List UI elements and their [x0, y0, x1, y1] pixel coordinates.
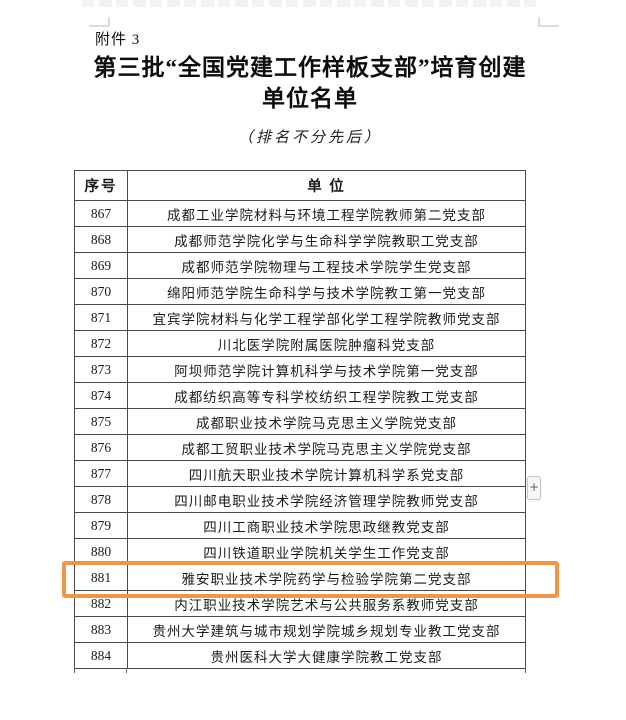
row-unit-cell: 雅安职业技术学院药学与检验学院第二党支部: [127, 564, 526, 591]
row-number-cell: 877: [74, 460, 128, 487]
row-unit-cell: 贵州大学建筑与城市规划学院城乡规划专业教工党支部: [127, 616, 526, 643]
row-unit-cell: 四川铁道职业学院机关学生工作党支部: [127, 538, 526, 565]
row-number-cell: 869: [74, 252, 128, 279]
table-row: 868 成都师范学院化学与生命科学学院教职工党支部: [74, 226, 526, 253]
unit-table-head: 序号 单 位: [74, 170, 526, 201]
table-row: 883 贵州大学建筑与城市规划学院城乡规划专业教工党支部: [74, 616, 526, 643]
table-row: 869 成都师范学院物理与工程技术学院学生党支部: [74, 252, 526, 279]
table-row: 871 宜宾学院材料与化学工程学部化学工程学院教师党支部: [74, 304, 526, 331]
row-number-cell: 876: [74, 434, 128, 461]
table-row: 873 阿坝师范学院计算机科学与技术学院第一党支部: [74, 356, 526, 383]
row-unit-cell: 川北医学院附属医院肿瘤科党支部: [127, 330, 526, 357]
row-number-cell: 871: [74, 304, 128, 331]
row-unit-cell: 成都工贸职业技术学院马克思主义学院党支部: [127, 434, 526, 461]
row-unit-cell: 宜宾学院材料与化学工程学部化学工程学院教师党支部: [127, 304, 526, 331]
table-row: 879 四川工商职业技术学院思政继教党支部: [74, 512, 526, 539]
title-line-2: 单位名单: [262, 86, 358, 111]
header-cell-no: 序号: [74, 170, 128, 201]
table-row: 874 成都纺织高等专科学校纺织工程学院教工党支部: [74, 382, 526, 409]
header-cell-unit: 单 位: [127, 170, 526, 201]
attachment-label: 附件 3: [95, 32, 141, 48]
row-unit-cell: 贵州医科大学大健康学院教工党支部: [127, 642, 526, 669]
row-number-cell: 880: [74, 538, 128, 565]
unit-table-body: 867 成都工业学院材料与环境工程学院教师第二党支部 868 成都师范学院化学与生命科…: [74, 200, 526, 669]
table-row: 876 成都工贸职业技术学院马克思主义学院党支部: [74, 434, 526, 461]
row-number-cell: 884: [74, 642, 128, 669]
table-row: 878 四川邮电职业技术学院经济管理学院教师党支部: [74, 486, 526, 513]
row-number-cell: 870: [74, 278, 128, 305]
row-unit-cell: 成都师范学院化学与生命科学学院教职工党支部: [127, 226, 526, 253]
row-number-cell: 875: [74, 408, 128, 435]
row-unit-cell: 四川工商职业技术学院思政继教党支部: [127, 512, 526, 539]
row-unit-cell: 四川邮电职业技术学院经济管理学院教师党支部: [127, 486, 526, 513]
table-row: 881 雅安职业技术学院药学与检验学院第二党支部: [74, 564, 526, 591]
table-row: 880 四川铁道职业学院机关学生工作党支部: [74, 538, 526, 565]
table-row: 875 成都职业技术学院马克思主义学院党支部: [74, 408, 526, 435]
row-number-cell: 882: [74, 590, 128, 617]
row-number-cell: 872: [74, 330, 128, 357]
row-number-cell: 883: [74, 616, 128, 643]
table-row: 870 绵阳师范学院生命科学与技术学院教工第一党支部: [74, 278, 526, 305]
row-unit-cell: 内江职业技术学院艺术与公共服务系教师党支部: [127, 590, 526, 617]
row-number-cell: 868: [74, 226, 128, 253]
row-unit-cell: 成都师范学院物理与工程技术学院学生党支部: [127, 252, 526, 279]
row-number-cell: 873: [74, 356, 128, 383]
document-title: 第三批“全国党建工作样板支部”培育创建 单位名单: [40, 52, 580, 114]
title-line-1: 第三批“全国党建工作样板支部”培育创建: [93, 55, 527, 80]
row-unit-cell: 成都工业学院材料与环境工程学院教师第二党支部: [127, 200, 526, 227]
table-row: 867 成都工业学院材料与环境工程学院教师第二党支部: [74, 200, 526, 227]
row-number-cell: 874: [74, 382, 128, 409]
unit-table: 序号 单 位 867 成都工业学院材料与环境工程学院教师第二党支部 868 成都师范学…: [74, 170, 526, 669]
add-row-plus-button[interactable]: +: [527, 476, 541, 500]
row-number-cell: 867: [74, 200, 128, 227]
row-unit-cell: 成都职业技术学院马克思主义学院党支部: [127, 408, 526, 435]
row-unit-cell: 成都纺织高等专科学校纺织工程学院教工党支部: [127, 382, 526, 409]
cutoff-row-line: [525, 668, 526, 673]
row-unit-cell: 阿坝师范学院计算机科学与技术学院第一党支部: [127, 356, 526, 383]
subtitle-note: （排名不分先后）: [237, 130, 382, 146]
cutoff-row-line: [126, 668, 127, 673]
row-number-cell: 881: [74, 564, 128, 591]
row-unit-cell: 绵阳师范学院生命科学与技术学院教工第一党支部: [127, 278, 526, 305]
margin-corner-mark-right: [538, 17, 559, 27]
row-number-cell: 878: [74, 486, 128, 513]
table-row: 884 贵州医科大学大健康学院教工党支部: [74, 642, 526, 669]
row-unit-cell: 四川航天职业技术学院计算机科学系党支部: [127, 460, 526, 487]
margin-corner-mark-left: [89, 17, 110, 27]
table-row: 877 四川航天职业技术学院计算机科学系党支部: [74, 460, 526, 487]
row-number-cell: 879: [74, 512, 128, 539]
table-row: 872 川北医学院附属医院肿瘤科党支部: [74, 330, 526, 357]
ruler-ticks: [82, 0, 538, 7]
header-row: 序号 单 位: [74, 170, 526, 201]
table-row: 882 内江职业技术学院艺术与公共服务系教师党支部: [74, 590, 526, 617]
cutoff-row-line: [74, 668, 75, 673]
